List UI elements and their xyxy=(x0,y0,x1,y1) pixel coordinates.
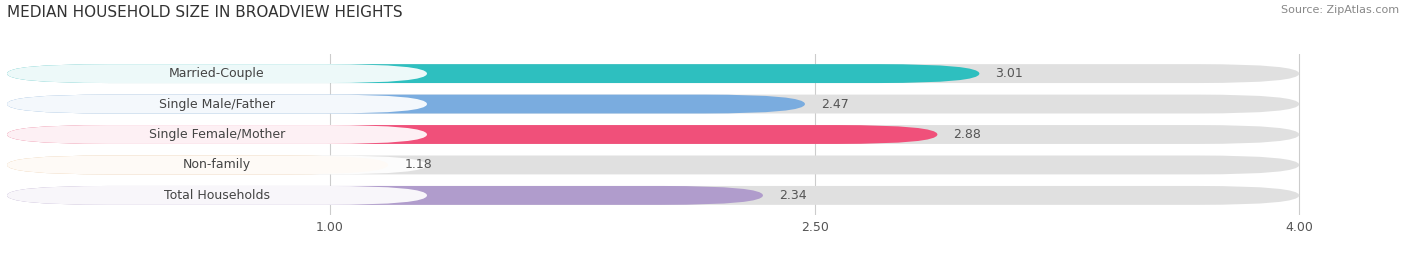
FancyBboxPatch shape xyxy=(7,64,980,83)
FancyBboxPatch shape xyxy=(7,186,763,205)
FancyBboxPatch shape xyxy=(7,95,1299,114)
FancyBboxPatch shape xyxy=(7,186,427,205)
FancyBboxPatch shape xyxy=(7,155,388,174)
Text: 2.34: 2.34 xyxy=(779,189,807,202)
Text: 2.88: 2.88 xyxy=(953,128,981,141)
Text: Married-Couple: Married-Couple xyxy=(169,67,264,80)
FancyBboxPatch shape xyxy=(7,125,427,144)
FancyBboxPatch shape xyxy=(7,95,806,114)
FancyBboxPatch shape xyxy=(7,125,1299,144)
Text: 1.18: 1.18 xyxy=(405,158,432,171)
FancyBboxPatch shape xyxy=(7,64,427,83)
Text: Source: ZipAtlas.com: Source: ZipAtlas.com xyxy=(1281,5,1399,15)
FancyBboxPatch shape xyxy=(7,125,938,144)
Text: 2.47: 2.47 xyxy=(821,98,849,111)
Text: 3.01: 3.01 xyxy=(995,67,1024,80)
FancyBboxPatch shape xyxy=(7,155,427,174)
Text: Non-family: Non-family xyxy=(183,158,252,171)
FancyBboxPatch shape xyxy=(7,186,1299,205)
FancyBboxPatch shape xyxy=(7,155,1299,174)
Text: MEDIAN HOUSEHOLD SIZE IN BROADVIEW HEIGHTS: MEDIAN HOUSEHOLD SIZE IN BROADVIEW HEIGH… xyxy=(7,5,402,20)
FancyBboxPatch shape xyxy=(7,95,427,114)
Text: Single Female/Mother: Single Female/Mother xyxy=(149,128,285,141)
Text: Total Households: Total Households xyxy=(165,189,270,202)
FancyBboxPatch shape xyxy=(7,64,1299,83)
Text: Single Male/Father: Single Male/Father xyxy=(159,98,276,111)
